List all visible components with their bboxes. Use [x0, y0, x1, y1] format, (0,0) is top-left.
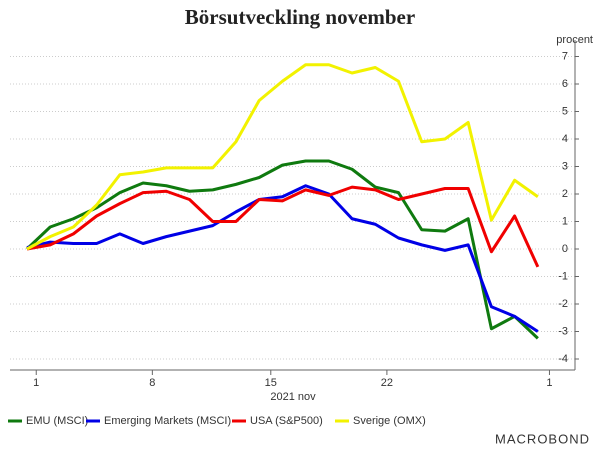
y-tick-label: 0 [562, 243, 568, 255]
x-tick-label: 1 [546, 377, 552, 389]
legend-label: Sverige (OMX) [353, 415, 426, 427]
line-series [26, 185, 540, 268]
line-series [25, 159, 539, 340]
legend-label: USA (S&P500) [250, 415, 323, 427]
chart-title: Börsutveckling november [185, 5, 415, 29]
y-axis-label: procent [556, 34, 593, 46]
y-tick-label: 6 [562, 78, 568, 90]
line-series [26, 184, 539, 333]
y-tick-label: 3 [562, 160, 568, 172]
brand-logo: MACROBOND [495, 431, 590, 446]
y-tick-label: -2 [558, 298, 568, 310]
legend-label: Emerging Markets (MSCI) [104, 415, 231, 427]
x-tick-label: 8 [149, 377, 155, 389]
y-tick-label: -1 [558, 270, 568, 282]
legend-label: EMU (MSCI) [26, 415, 88, 427]
y-tick-label: 5 [562, 105, 568, 117]
y-tick-label: -3 [558, 325, 568, 337]
y-tick-label: 2 [562, 188, 568, 200]
line-series [26, 63, 539, 251]
x-tick-label: 22 [381, 377, 393, 389]
y-tick-label: 1 [562, 215, 568, 227]
x-axis-label: 2021 nov [270, 391, 316, 403]
y-tick-label: 7 [562, 50, 568, 62]
y-tick-label: -4 [558, 353, 568, 365]
y-tick-label: 4 [562, 133, 568, 145]
x-tick-label: 15 [265, 377, 277, 389]
x-tick-label: 1 [33, 377, 39, 389]
